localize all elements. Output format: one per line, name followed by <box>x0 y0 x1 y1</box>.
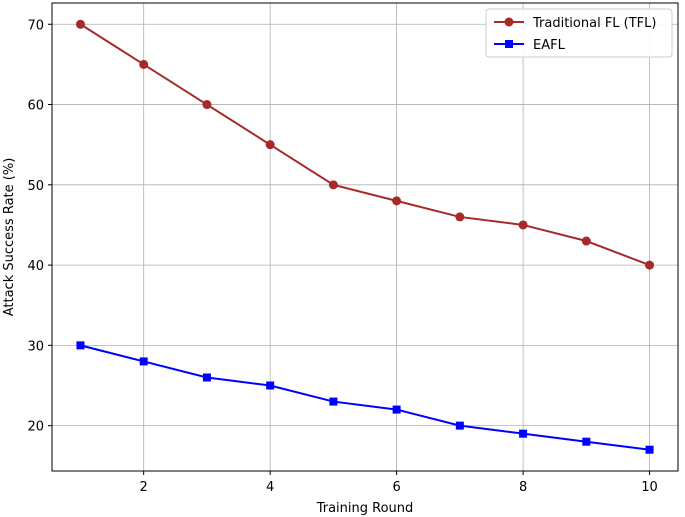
data-point <box>645 260 655 270</box>
data-point <box>76 341 85 350</box>
series-1 <box>75 19 655 270</box>
data-point <box>202 373 211 382</box>
series-layer <box>75 19 655 454</box>
data-point <box>75 19 85 29</box>
data-point <box>139 59 149 69</box>
x-tick-label: 6 <box>392 480 400 495</box>
legend-marker <box>504 17 514 27</box>
legend-entries: Traditional FL (TFL) EAFL <box>494 16 656 53</box>
legend-label: EAFL <box>533 38 566 53</box>
data-point <box>266 381 275 390</box>
legend-entry: Traditional FL (TFL) <box>494 16 656 31</box>
data-point <box>202 100 212 110</box>
y-tick-label: 30 <box>27 339 44 354</box>
data-point <box>581 236 591 246</box>
y-tick-label: 60 <box>27 99 44 114</box>
data-point <box>328 180 338 190</box>
legend-box <box>485 8 673 58</box>
x-tick-label: 4 <box>266 480 274 495</box>
y-axis-ticks: 20 30 40 50 60 70 <box>27 18 52 435</box>
legend: Traditional FL (TFL) EAFL <box>485 8 673 58</box>
series-line <box>79 23 650 267</box>
data-point <box>455 212 465 222</box>
x-axis-ticks: 2 4 6 8 10 <box>140 471 658 495</box>
data-point <box>329 397 338 406</box>
data-point <box>265 140 275 150</box>
series-line <box>80 344 650 451</box>
grid-lines <box>52 3 678 471</box>
y-tick-label: 20 <box>27 420 44 435</box>
data-point <box>455 421 464 430</box>
x-tick-label: 8 <box>519 480 527 495</box>
legend-label: Traditional FL (TFL) <box>532 16 656 31</box>
y-tick-label: 70 <box>27 18 44 33</box>
y-tick-label: 50 <box>27 179 44 194</box>
series-2 <box>76 341 654 454</box>
data-point <box>645 445 654 454</box>
x-axis-label: Training Round <box>316 501 414 516</box>
data-point <box>518 220 528 230</box>
x-tick-label: 10 <box>641 480 658 495</box>
data-point <box>519 429 528 438</box>
data-point <box>392 196 402 206</box>
y-tick-label: 40 <box>27 259 44 274</box>
x-tick-label: 2 <box>140 480 148 495</box>
data-point <box>582 437 591 446</box>
legend-entry: EAFL <box>494 38 566 53</box>
legend-marker <box>505 40 513 48</box>
data-point <box>139 357 148 366</box>
plot-frame <box>51 2 679 472</box>
data-point <box>392 405 401 414</box>
y-axis-label: Attack Success Rate (%) <box>2 158 17 317</box>
